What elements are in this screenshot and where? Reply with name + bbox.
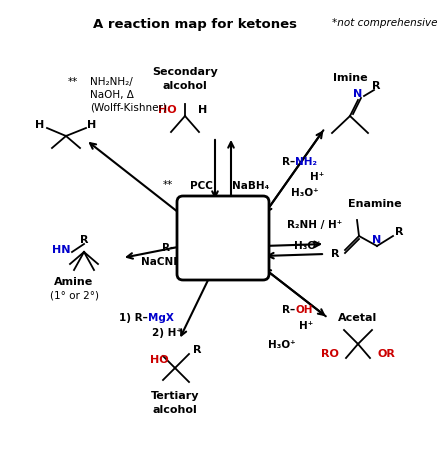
Text: H₃O⁺: H₃O⁺ bbox=[291, 188, 319, 198]
Text: MgX: MgX bbox=[148, 313, 174, 323]
Text: H⁺: H⁺ bbox=[310, 172, 324, 182]
Text: HO: HO bbox=[158, 105, 176, 115]
Text: R: R bbox=[330, 249, 339, 259]
Text: O: O bbox=[219, 210, 229, 222]
Text: A reaction map for ketones: A reaction map for ketones bbox=[93, 18, 297, 31]
Text: Ketone: Ketone bbox=[203, 257, 247, 267]
Text: N: N bbox=[372, 235, 382, 245]
Text: NaBH₄: NaBH₄ bbox=[232, 181, 270, 191]
Text: H: H bbox=[198, 105, 207, 115]
Text: H: H bbox=[87, 120, 97, 130]
Text: RO: RO bbox=[321, 349, 339, 359]
Text: *not comprehensive: *not comprehensive bbox=[332, 18, 438, 28]
Text: H₃O⁺: H₃O⁺ bbox=[268, 340, 296, 350]
Text: Acetal: Acetal bbox=[338, 313, 378, 323]
Text: NH₂: NH₂ bbox=[295, 157, 317, 167]
Text: R₂NH / H⁺: R₂NH / H⁺ bbox=[287, 220, 342, 230]
Text: Imine: Imine bbox=[333, 73, 367, 83]
Text: H: H bbox=[35, 120, 45, 130]
Text: PCC: PCC bbox=[190, 181, 212, 191]
Text: R: R bbox=[372, 81, 380, 91]
Text: (1° or 2°): (1° or 2°) bbox=[50, 291, 98, 301]
Text: 2) H⁺: 2) H⁺ bbox=[152, 328, 182, 338]
Text: NH₂NH₂/: NH₂NH₂/ bbox=[90, 77, 133, 87]
Text: NaOH, Δ: NaOH, Δ bbox=[90, 90, 134, 100]
Text: HN: HN bbox=[52, 245, 71, 255]
Text: OR: OR bbox=[377, 349, 395, 359]
Text: R–: R– bbox=[282, 305, 295, 315]
Text: R: R bbox=[80, 235, 89, 245]
FancyBboxPatch shape bbox=[177, 196, 269, 280]
Text: alcohol: alcohol bbox=[152, 405, 198, 415]
Text: Secondary: Secondary bbox=[152, 67, 218, 77]
Text: alcohol: alcohol bbox=[163, 81, 207, 91]
Text: **: ** bbox=[163, 180, 173, 190]
Text: R: R bbox=[395, 227, 404, 237]
Text: R–: R– bbox=[162, 243, 175, 253]
Text: N: N bbox=[354, 89, 363, 99]
Text: H⁺: H⁺ bbox=[299, 321, 313, 331]
Text: Enamine: Enamine bbox=[348, 199, 402, 209]
Text: NaCNBH₃: NaCNBH₃ bbox=[141, 257, 195, 267]
Text: R–: R– bbox=[282, 157, 295, 167]
Text: Tertiary: Tertiary bbox=[151, 391, 199, 401]
Text: H₃O⁺: H₃O⁺ bbox=[294, 241, 322, 251]
Text: OH: OH bbox=[295, 305, 312, 315]
Text: HO: HO bbox=[150, 355, 169, 365]
Text: 1) R–: 1) R– bbox=[119, 313, 148, 323]
Text: (Wolff-Kishner): (Wolff-Kishner) bbox=[90, 103, 167, 113]
Text: **: ** bbox=[68, 77, 78, 87]
Text: Amine: Amine bbox=[55, 277, 93, 287]
Text: R: R bbox=[193, 345, 201, 355]
Text: NH₂: NH₂ bbox=[175, 243, 197, 253]
